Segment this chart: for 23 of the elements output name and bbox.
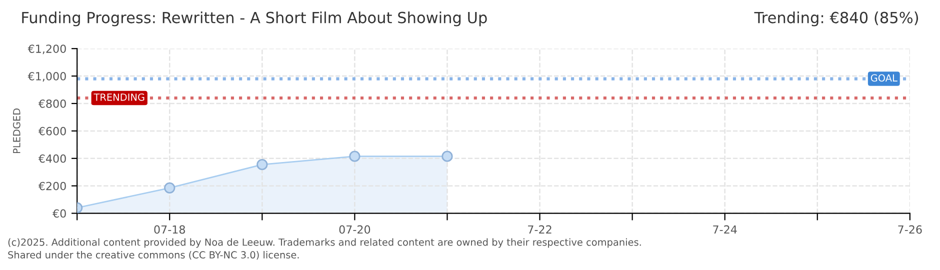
point xyxy=(256,159,268,170)
ref-line-label: TRENDING xyxy=(94,93,144,101)
x-tick-label: 7-24 xyxy=(713,225,737,234)
y-tick-label: €1,000 xyxy=(28,72,66,82)
point xyxy=(164,182,176,194)
chart-title: Funding Progress: Rewritten - A Short Film About Showing Up xyxy=(22,12,487,26)
x-tick-label: 07-20 xyxy=(339,225,370,234)
y-tick-label: €400 xyxy=(38,154,66,163)
chart-subtitle: Trending: €840 (85%) xyxy=(754,12,918,26)
ref-line-label: GOAL xyxy=(870,74,898,82)
text: Shared under the creative commons (CC BY-NC 3.0) license. xyxy=(8,250,299,260)
x-tick-label: 07-18 xyxy=(154,225,185,234)
y-tick-label: €1,200 xyxy=(28,44,66,54)
point xyxy=(442,150,453,162)
y-tick-label: €0 xyxy=(52,209,66,218)
text: (c)2025. Additional content provided by Noa de Leeuw. Trademarks and related content are owned by their respective companies. xyxy=(8,238,641,248)
x-tick-label: 7-22 xyxy=(528,225,552,234)
x-tick-label: 7-26 xyxy=(898,225,922,234)
point xyxy=(349,150,360,162)
y-tick-label: €800 xyxy=(38,99,66,108)
y-axis-title: PLEDGED xyxy=(12,108,20,154)
y-tick-label: €200 xyxy=(38,182,66,190)
y-tick-label: €600 xyxy=(38,126,66,136)
